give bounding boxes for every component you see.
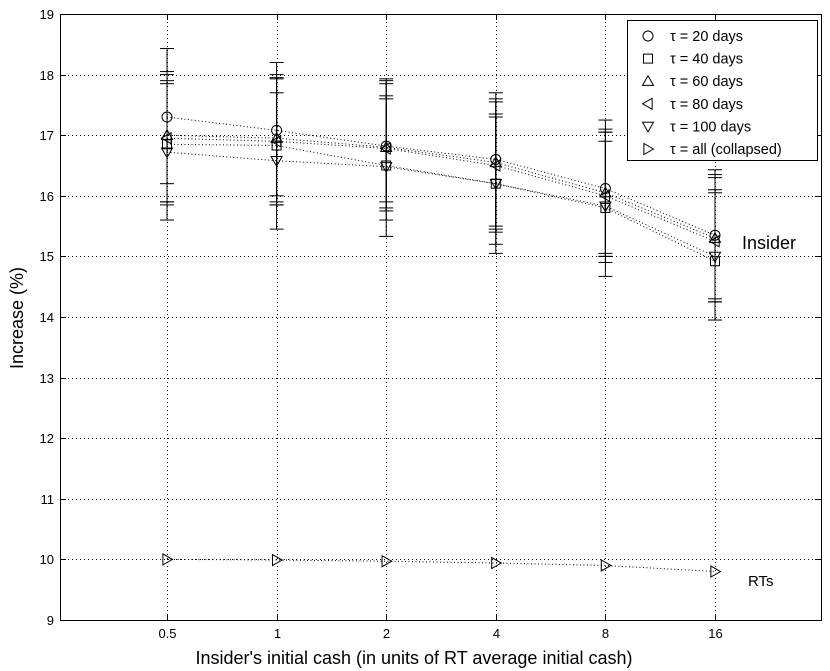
y-axis-label: Increase (%) (7, 267, 27, 369)
legend-label: τ = 20 days (670, 29, 743, 45)
y-tick-label: 16 (40, 189, 54, 204)
series-line (166, 134, 716, 239)
data-point (489, 179, 503, 191)
legend-marker (643, 142, 655, 156)
legend: τ = 20 days τ = 40 days τ = 60 days τ = 80 … (627, 20, 818, 161)
data-point (271, 553, 284, 567)
y-tick-label: 9 (47, 613, 54, 628)
legend-label: τ = 60 days (670, 74, 743, 90)
legend-marker (641, 74, 655, 86)
annotation-rts: RTs (748, 573, 774, 590)
data-point (708, 234, 720, 248)
x-tick-label: 4 (493, 626, 500, 641)
legend-marker (641, 97, 653, 111)
y-tick-label: 11 (41, 492, 55, 507)
x-tick-label: 2 (383, 626, 390, 641)
y-tick-label: 17 (40, 128, 54, 143)
x-tick-label: 8 (602, 626, 609, 641)
legend-marker (642, 30, 654, 42)
series-line (166, 143, 716, 262)
data-point (160, 131, 172, 145)
legend-label: τ = 100 days (670, 119, 751, 135)
x-tick-label: 16 (708, 626, 722, 641)
y-tick-label: 13 (40, 371, 54, 386)
y-tick-label: 12 (40, 431, 54, 446)
series-line (166, 558, 716, 572)
x-tick-label: 0.5 (158, 626, 176, 641)
data-point (270, 134, 282, 148)
legend-marker (643, 53, 653, 64)
series-line (166, 151, 716, 257)
y-tick-label: 14 (40, 310, 54, 325)
series-line (166, 137, 716, 242)
data-point (160, 147, 174, 159)
legend-box (627, 20, 818, 161)
legend-marker (641, 121, 655, 133)
data-point (600, 559, 612, 572)
series-5 (160, 83, 722, 321)
data-point (491, 556, 503, 570)
legend-label: τ = 80 days (670, 97, 743, 113)
series-6 (162, 553, 722, 578)
data-point (598, 189, 611, 203)
x-tick-label: 1 (274, 626, 281, 641)
legend-label: τ = all (collapsed) (670, 142, 782, 158)
data-point (489, 159, 501, 172)
x-axis-label: Insider's initial cash (in units of RT a… (196, 648, 633, 668)
y-tick-label: 19 (40, 7, 54, 22)
series-layer (160, 48, 722, 578)
annotation-insider: Insider (742, 233, 796, 253)
legend-label: τ = 40 days (670, 52, 743, 68)
y-tick-label: 15 (40, 249, 54, 264)
data-point (379, 162, 393, 174)
data-point (381, 554, 393, 568)
data-point (710, 565, 722, 578)
data-point (708, 251, 722, 263)
data-point (379, 142, 391, 155)
data-point (599, 201, 612, 213)
data-point (270, 156, 283, 168)
y-tick-label: 18 (40, 68, 54, 83)
y-tick-label: 10 (40, 552, 54, 567)
data-point (162, 553, 174, 566)
